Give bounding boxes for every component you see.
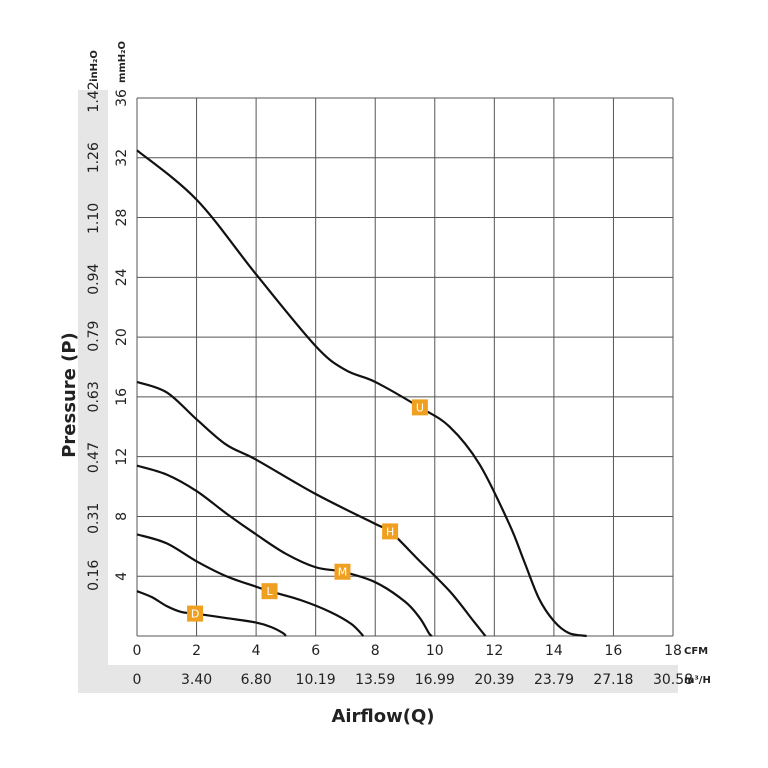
curve-label: D — [191, 608, 199, 621]
curve — [136, 149, 587, 638]
y-tick-label: 4 — [114, 572, 130, 581]
curve — [136, 464, 433, 637]
curve — [136, 590, 287, 637]
curve-label-box — [382, 523, 399, 540]
y-tick-label: 36 — [114, 89, 130, 107]
y2-tick-label: 0.31 — [86, 503, 102, 534]
x2-tick-label: 3.40 — [181, 672, 212, 688]
x-tick-label: 12 — [485, 643, 503, 659]
curve-label-box — [261, 583, 278, 600]
x-tick-label: 16 — [605, 643, 623, 659]
x2-band — [78, 665, 678, 693]
x-tick-label: 18 — [664, 643, 682, 659]
x-tick-label: 8 — [371, 643, 380, 659]
x2-unit: m³/H — [684, 675, 711, 686]
y2-tick-label: 1.26 — [86, 142, 102, 173]
x2-tick-label: 30.58 — [653, 672, 693, 688]
y2-tick-label: 0.94 — [86, 264, 102, 295]
x-unit: CFM — [684, 646, 708, 657]
curve-label: U — [416, 401, 424, 414]
y2-band — [78, 90, 108, 665]
y-tick-label: 8 — [114, 512, 130, 521]
x2-tick-label: 27.18 — [593, 672, 633, 688]
y-tick-label: 12 — [114, 448, 130, 466]
x-tick-label: 6 — [311, 643, 320, 659]
curve-label-box — [334, 563, 351, 580]
curve — [136, 380, 487, 637]
y2-tick-label: 1.42 — [86, 81, 102, 112]
y2-tick-label: 0.63 — [86, 381, 102, 412]
x2-tick-label: 23.79 — [534, 672, 574, 688]
x-tick-label: 10 — [426, 643, 444, 659]
y-title: Pressure (P) — [59, 332, 80, 458]
y2-tick-label: 0.16 — [86, 560, 102, 591]
x-tick-label: 2 — [192, 643, 201, 659]
curve-label-box — [187, 605, 204, 622]
y-tick-label: 28 — [114, 209, 130, 227]
x-tick-label: 0 — [133, 643, 142, 659]
y-unit: mmH₂O — [117, 41, 128, 83]
x-tick-label: 4 — [252, 643, 261, 659]
x2-tick-label: 20.39 — [474, 672, 514, 688]
y-tick-label: 24 — [114, 268, 130, 286]
x-title: Airflow(Q) — [331, 706, 434, 727]
x2-tick-label: 6.80 — [241, 672, 272, 688]
y2-unit: inH₂O — [89, 50, 100, 82]
y-tick-label: 20 — [114, 328, 130, 346]
x2-tick-label: 10.19 — [296, 672, 336, 688]
x2-tick-label: 13.59 — [355, 672, 395, 688]
x2-tick-label: 0 — [133, 672, 142, 688]
y-tick-label: 32 — [114, 149, 130, 167]
curve-label: L — [266, 585, 273, 598]
y2-tick-label: 1.10 — [86, 203, 102, 234]
y-tick-label: 16 — [114, 388, 130, 406]
curve-label: H — [386, 525, 394, 538]
y2-tick-label: 0.47 — [86, 442, 102, 473]
x-tick-label: 14 — [545, 643, 563, 659]
y2-tick-label: 0.79 — [86, 321, 102, 352]
curve-label: M — [338, 566, 348, 579]
x2-tick-label: 16.99 — [415, 672, 455, 688]
curve-label-box — [411, 399, 428, 416]
